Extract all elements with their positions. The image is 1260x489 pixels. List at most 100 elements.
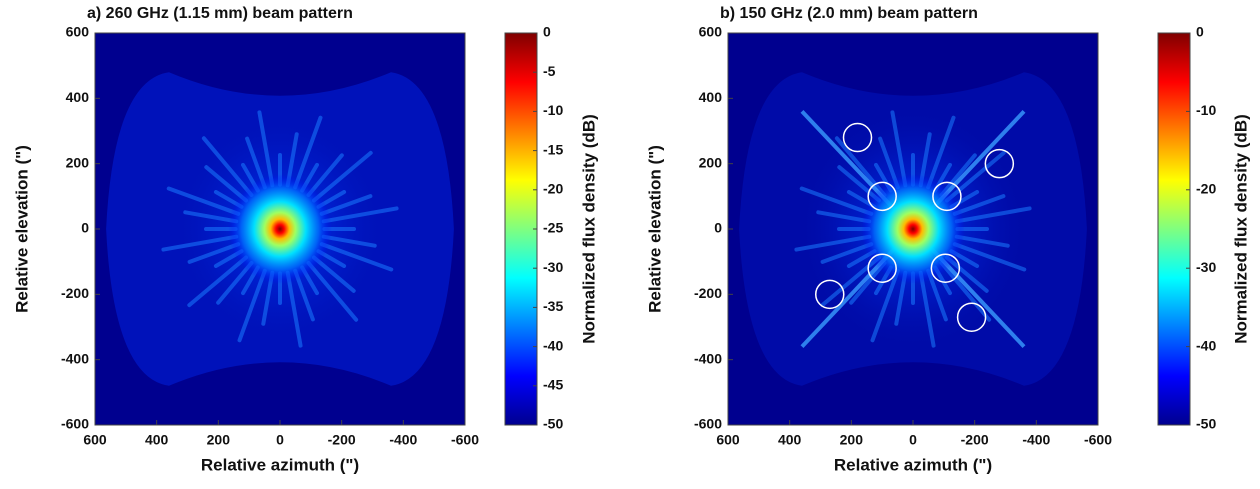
x-tick-label: 600 bbox=[83, 432, 107, 448]
y-tick-label: -400 bbox=[61, 350, 89, 366]
x-tick-label: -400 bbox=[389, 432, 417, 448]
x-tick-label: 200 bbox=[840, 432, 864, 448]
spoke bbox=[306, 261, 359, 322]
y-tick-label: 400 bbox=[699, 89, 723, 105]
spoke bbox=[293, 115, 323, 190]
x-tick-label: 400 bbox=[145, 432, 169, 448]
colorbar-tick-label: -50 bbox=[543, 416, 563, 432]
x-axis-label: Relative azimuth (") bbox=[201, 455, 359, 474]
x-tick-label: -600 bbox=[451, 432, 479, 448]
spoke bbox=[312, 255, 356, 293]
y-tick-label: 600 bbox=[66, 24, 90, 40]
source-circle bbox=[867, 181, 897, 212]
spoke bbox=[187, 242, 241, 264]
main-beam bbox=[228, 174, 332, 284]
y-tick-label: 600 bbox=[699, 24, 723, 40]
y-tick-label: -400 bbox=[694, 350, 722, 366]
x-tick-label: -600 bbox=[1084, 432, 1112, 448]
y-axis-label: Relative elevation (") bbox=[645, 145, 664, 313]
spoke bbox=[319, 194, 373, 216]
source-circle bbox=[984, 148, 1015, 179]
y-tick-label: 0 bbox=[81, 220, 89, 236]
spoke bbox=[952, 242, 1027, 272]
spoke bbox=[201, 136, 254, 197]
spoke bbox=[890, 110, 908, 188]
spoke bbox=[954, 206, 1032, 224]
spoke bbox=[204, 165, 248, 203]
x-tick-label: -200 bbox=[961, 432, 989, 448]
colorbar-tick-label: -20 bbox=[543, 181, 563, 197]
source-circle bbox=[842, 122, 873, 153]
spoke bbox=[816, 210, 872, 224]
colorbar bbox=[504, 32, 538, 426]
y-tick-label: -600 bbox=[694, 416, 722, 432]
colorbar-tick-label: -20 bbox=[1196, 181, 1216, 197]
spoke bbox=[166, 186, 241, 216]
spoke bbox=[820, 255, 881, 308]
x-tick-label: 0 bbox=[909, 432, 917, 448]
spoke bbox=[187, 255, 248, 308]
colorbar-tick-label: -5 bbox=[543, 63, 556, 79]
colorbar-tick-label: -25 bbox=[543, 220, 563, 236]
source-circle bbox=[930, 253, 961, 283]
y-tick-label: 400 bbox=[66, 89, 90, 105]
colorbar-tick-label: 0 bbox=[1196, 24, 1204, 40]
spoke bbox=[870, 268, 900, 343]
spoke bbox=[285, 270, 303, 348]
heatmap-image bbox=[95, 33, 465, 425]
colorbar bbox=[1157, 32, 1191, 426]
colorbar-label: Normalized flux density (dB) bbox=[579, 114, 598, 344]
heatmap-image bbox=[728, 33, 1098, 425]
y-tick-label: -200 bbox=[694, 285, 722, 301]
spoke bbox=[945, 255, 989, 293]
source-circle bbox=[867, 253, 897, 283]
source-circle bbox=[956, 302, 987, 332]
x-tick-label: 200 bbox=[207, 432, 231, 448]
x-tick-label: 400 bbox=[778, 432, 802, 448]
y-tick-label: 200 bbox=[66, 154, 90, 170]
spoke bbox=[918, 270, 936, 348]
source-circle bbox=[932, 181, 962, 212]
spoke bbox=[799, 186, 874, 216]
spoke bbox=[183, 210, 239, 224]
spoke bbox=[939, 261, 992, 322]
spoke bbox=[257, 110, 275, 188]
colorbar-tick-label: -45 bbox=[543, 377, 563, 393]
colorbar-tick-label: 0 bbox=[543, 24, 551, 40]
y-tick-label: 0 bbox=[714, 220, 722, 236]
spoke bbox=[952, 194, 1006, 216]
y-axis-label: Relative elevation (") bbox=[12, 145, 31, 313]
x-tick-label: 600 bbox=[716, 432, 740, 448]
colorbar-tick-label: -30 bbox=[1196, 259, 1216, 275]
spoke bbox=[321, 234, 377, 248]
colorbar-label: Normalized flux density (dB) bbox=[1231, 114, 1250, 344]
spoke bbox=[794, 234, 872, 252]
y-tick-label: 200 bbox=[699, 154, 723, 170]
spoke bbox=[321, 206, 399, 224]
x-tick-label: 0 bbox=[276, 432, 284, 448]
spoke bbox=[161, 234, 239, 252]
spoke bbox=[837, 165, 881, 203]
spoke bbox=[319, 242, 394, 272]
chart-title: b) 150 GHz (2.0 mm) beam pattern bbox=[720, 5, 978, 22]
spoke bbox=[945, 150, 1006, 203]
spoke bbox=[820, 242, 874, 264]
spoke bbox=[237, 268, 267, 343]
y-tick-label: -600 bbox=[61, 416, 89, 432]
x-tick-label: -400 bbox=[1022, 432, 1050, 448]
colorbar-tick-label: -30 bbox=[543, 259, 563, 275]
spoke bbox=[312, 150, 373, 203]
main-beam bbox=[861, 174, 965, 284]
colorbar-tick-label: -15 bbox=[543, 141, 563, 157]
colorbar-tick-label: -50 bbox=[1196, 416, 1216, 432]
x-axis-label: Relative azimuth (") bbox=[834, 455, 992, 474]
y-tick-label: -200 bbox=[61, 285, 89, 301]
chart-title: a) 260 GHz (1.15 mm) beam pattern bbox=[87, 5, 353, 22]
spoke bbox=[926, 115, 956, 190]
colorbar-tick-label: -35 bbox=[543, 298, 563, 314]
colorbar-tick-label: -40 bbox=[1196, 337, 1216, 353]
source-circle bbox=[815, 279, 845, 310]
spoke bbox=[954, 234, 1010, 248]
x-tick-label: -200 bbox=[328, 432, 356, 448]
spoke bbox=[834, 136, 887, 197]
